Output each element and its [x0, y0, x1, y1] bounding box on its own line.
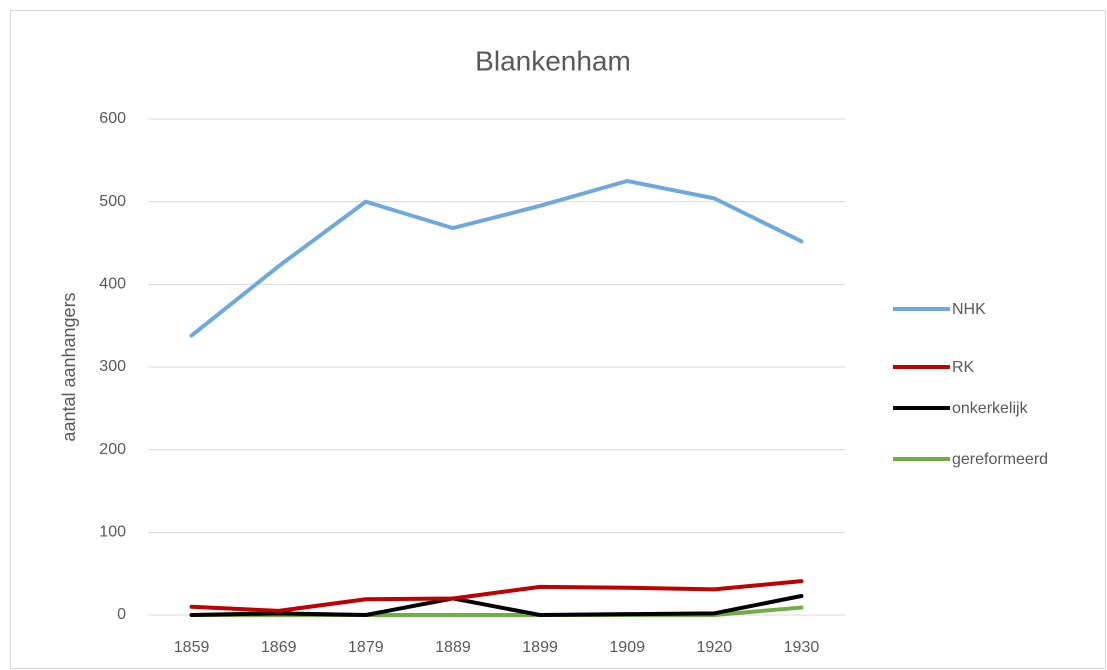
y-tick-label: 400 — [99, 276, 126, 293]
legend-label: NHK — [952, 301, 986, 318]
chart-title: Blankenham — [475, 45, 631, 76]
x-tick-label: 1920 — [697, 639, 733, 656]
y-tick-label: 600 — [99, 110, 126, 127]
chart-frame — [10, 10, 1106, 669]
y-axis-label: aantal aanhangers — [59, 292, 79, 441]
y-tick-label: 100 — [99, 524, 126, 541]
x-tick-label: 1879 — [348, 639, 384, 656]
x-tick-label: 1909 — [609, 639, 645, 656]
x-tick-label: 1889 — [435, 639, 471, 656]
x-tick-label: 1869 — [261, 639, 297, 656]
legend-label: onkerkelijk — [952, 400, 1029, 417]
y-tick-label: 500 — [99, 193, 126, 210]
legend-label: gereformeerd — [952, 451, 1048, 468]
x-tick-label: 1930 — [784, 639, 820, 656]
x-tick-label: 1899 — [522, 639, 558, 656]
series-line — [189, 179, 804, 338]
y-tick-label: 300 — [99, 358, 126, 375]
x-tick-label: 1859 — [174, 639, 210, 656]
y-tick-label: 200 — [99, 441, 126, 458]
series-line — [189, 579, 804, 613]
series-line — [189, 593, 804, 617]
y-tick-label: 0 — [117, 606, 126, 623]
legend-label: RK — [952, 359, 975, 376]
